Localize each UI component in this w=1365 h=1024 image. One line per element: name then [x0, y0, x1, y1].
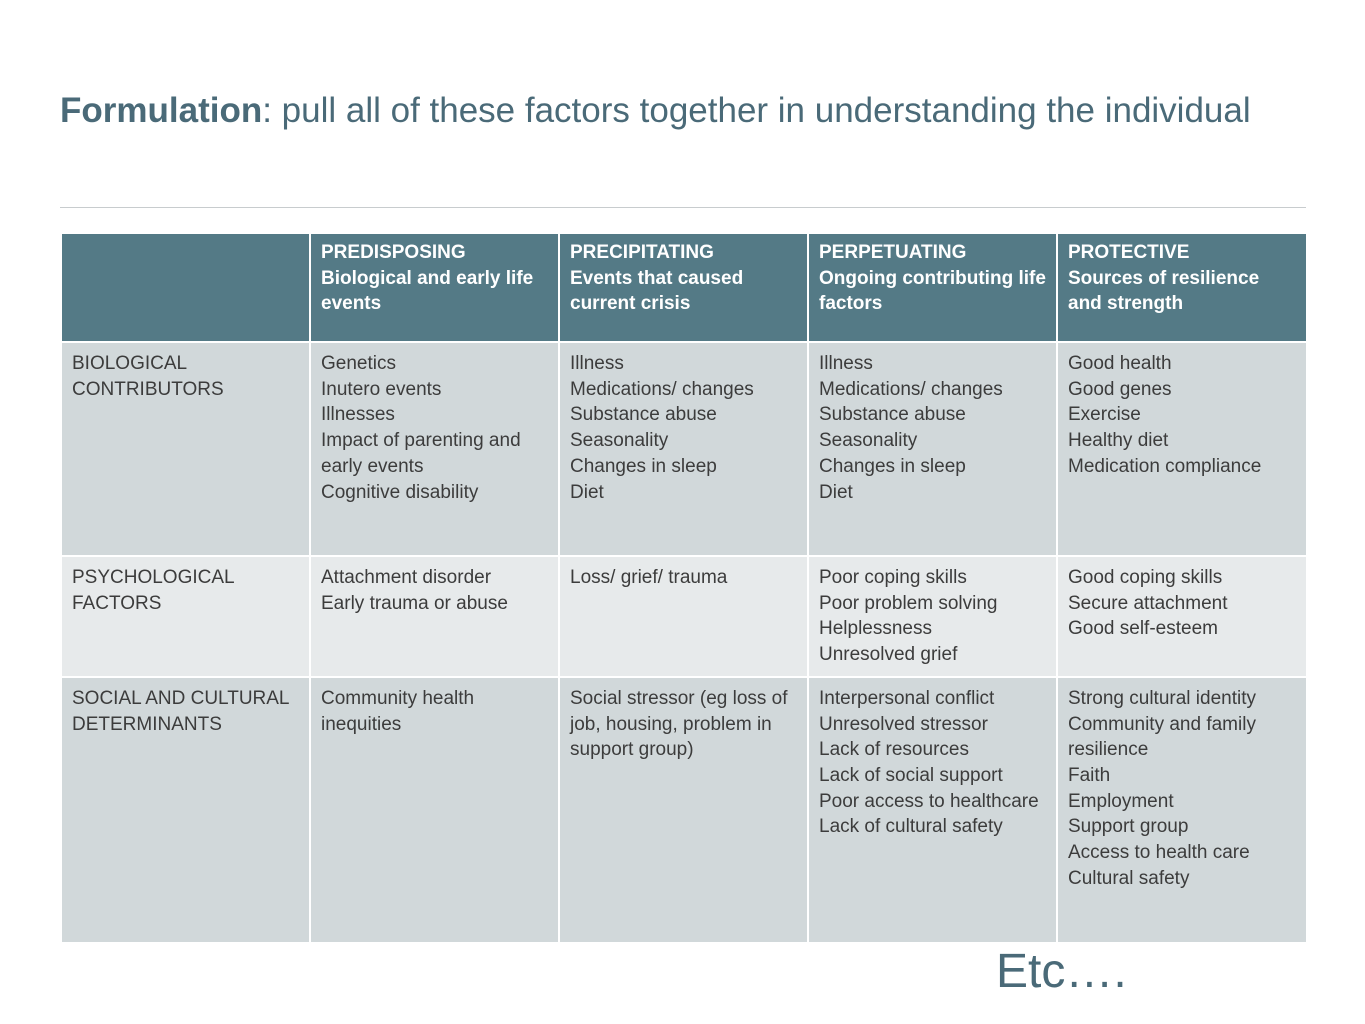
cell-line: Inutero events: [321, 378, 442, 400]
cell-line: Diet: [570, 481, 604, 503]
cell-line: Poor problem solving: [819, 592, 998, 614]
row-label: BIOLOGICAL CONTRIBUTORS: [60, 341, 311, 557]
cell-line: Substance abuse: [819, 404, 966, 426]
slide-title-bold: Formulation: [60, 91, 263, 130]
cell-line: Lack of resources: [819, 739, 969, 761]
header-subtitle: Biological and early life events: [321, 267, 534, 315]
cell-line: Unresolved stressor: [819, 713, 988, 735]
cell-line: Poor coping skills: [819, 567, 967, 588]
cell-line: Lack of social support: [819, 764, 1003, 786]
header-subtitle: Sources of resilience and strength: [1068, 267, 1260, 315]
header-predisposing: PREDISPOSING Biological and early life e…: [309, 232, 560, 343]
table-cell: Illness Medications/ changes Substance a…: [558, 341, 809, 557]
cell-line: Cognitive disability: [321, 481, 479, 503]
cell-line: Illness: [819, 353, 873, 374]
header-row: PREDISPOSING Biological and early life e…: [60, 232, 1308, 343]
etc-text: Etc….: [996, 945, 1127, 998]
cell-line: Helplessness: [819, 618, 932, 640]
header-perpetuating: PERPETUATING Ongoing contributing life f…: [807, 232, 1058, 343]
table-cell: Good health Good genes Exercise Healthy …: [1056, 341, 1308, 557]
cell-line: Loss/ grief/ trauma: [570, 567, 728, 588]
table-cell: Illness Medications/ changes Substance a…: [807, 341, 1058, 557]
cell-line: Healthy diet: [1068, 430, 1169, 452]
table-cell: Interpersonal conflict Unresolved stress…: [807, 675, 1058, 944]
table-cell: Good coping skills Secure attachment Goo…: [1056, 555, 1308, 678]
cell-line: Support group: [1068, 816, 1189, 838]
cell-line: Unresolved grief: [819, 644, 958, 666]
cell-line: Genetics: [321, 353, 396, 374]
table-row-social: SOCIAL AND CULTURAL DETERMINANTS Communi…: [60, 675, 1308, 944]
header-title: PROTECTIVE: [1068, 242, 1190, 263]
cell-line: Poor access to healthcare: [819, 790, 1039, 812]
cell-line: Changes in sleep: [819, 455, 966, 477]
table-cell: Strong cultural identity Community and f…: [1056, 675, 1308, 944]
cell-line: Good self-esteem: [1068, 618, 1218, 640]
cell-line: Cultural safety: [1068, 867, 1190, 889]
cell-line: Faith: [1068, 764, 1111, 786]
header-corner: [60, 232, 311, 343]
cell-line: Employment: [1068, 790, 1174, 812]
cell-line: Secure attachment: [1068, 592, 1228, 614]
cell-line: Seasonality: [570, 430, 669, 452]
header-title: PRECIPITATING: [570, 242, 714, 263]
cell-line: Access to health care: [1068, 842, 1250, 864]
table-cell: Loss/ grief/ trauma: [558, 555, 809, 678]
cell-line: Seasonality: [819, 430, 918, 452]
cell-line: Medication compliance: [1068, 455, 1262, 477]
table-row-biological: BIOLOGICAL CONTRIBUTORS Genetics Inutero…: [60, 341, 1308, 557]
table-row-psychological: PSYCHOLOGICAL FACTORS Attachment disorde…: [60, 555, 1308, 678]
header-title: PREDISPOSING: [321, 242, 466, 263]
cell-line: Attachment disorder: [321, 567, 492, 588]
table-cell: Poor coping skills Poor problem solving …: [807, 555, 1058, 678]
slide-title: Formulation: pull all of these factors t…: [60, 86, 1290, 136]
title-divider: [60, 207, 1306, 208]
table-cell: Genetics Inutero events Illnesses Impact…: [309, 341, 560, 557]
cell-line: Good coping skills: [1068, 567, 1223, 588]
cell-line: Diet: [819, 481, 853, 503]
cell-line: Good health: [1068, 353, 1172, 374]
cell-line: Exercise: [1068, 404, 1141, 426]
header-subtitle: Events that caused current crisis: [570, 267, 744, 315]
cell-line: Early trauma or abuse: [321, 592, 508, 614]
cell-line: Illnesses: [321, 404, 395, 426]
cell-line: Strong cultural identity: [1068, 687, 1256, 709]
header-subtitle: Ongoing contributing life factors: [819, 267, 1046, 315]
header-title: PERPETUATING: [819, 242, 967, 263]
cell-line: Community health inequities: [321, 687, 475, 735]
formulation-table: PREDISPOSING Biological and early life e…: [60, 232, 1308, 944]
header-precipitating: PRECIPITATING Events that caused current…: [558, 232, 809, 343]
cell-line: Social stressor (eg loss of job, housing…: [570, 687, 788, 761]
table-cell: Community health inequities: [309, 675, 560, 944]
row-label: SOCIAL AND CULTURAL DETERMINANTS: [60, 675, 311, 944]
cell-line: Interpersonal conflict: [819, 687, 995, 709]
cell-line: Substance abuse: [570, 404, 717, 426]
cell-line: Good genes: [1068, 378, 1172, 400]
table-cell: Attachment disorder Early trauma or abus…: [309, 555, 560, 678]
row-label: PSYCHOLOGICAL FACTORS: [60, 555, 311, 678]
cell-line: Medications/ changes: [819, 378, 1003, 400]
slide-title-rest: : pull all of these factors together in …: [262, 91, 1251, 130]
cell-line: Medications/ changes: [570, 378, 754, 400]
cell-line: Illness: [570, 353, 624, 374]
table-cell: Social stressor (eg loss of job, housing…: [558, 675, 809, 944]
cell-line: Lack of cultural safety: [819, 816, 1003, 838]
header-protective: PROTECTIVE Sources of resilience and str…: [1056, 232, 1308, 343]
cell-line: Changes in sleep: [570, 455, 717, 477]
cell-line: Community and family resilience: [1068, 713, 1256, 761]
cell-line: Impact of parenting and early events: [321, 430, 521, 477]
